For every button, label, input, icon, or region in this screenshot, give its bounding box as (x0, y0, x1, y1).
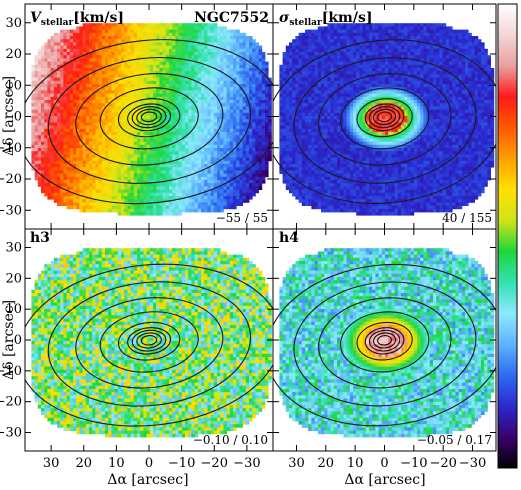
object-name: NGC7552 (194, 10, 269, 26)
xlabel-right: Δα [arcsec] (344, 472, 425, 488)
colorbar (497, 3, 518, 469)
x-tick-label: 20 (75, 456, 92, 471)
contour-line (368, 329, 401, 352)
x-tick-label: −20 (429, 456, 456, 471)
y-tick-label: 20 (5, 47, 22, 62)
contour-line (117, 321, 181, 361)
isophote-contours (273, 263, 496, 427)
panel-velocity-map: 30 20 10 0 −10 −20 −30 (0, 3, 274, 230)
contour-line (364, 327, 405, 355)
y-tick-label: −20 (0, 172, 22, 187)
contour-line (273, 39, 496, 204)
x-tick-label: 30 (288, 456, 305, 471)
contour-line (140, 335, 158, 346)
x-tick-label: −30 (459, 456, 486, 471)
map-pixels (279, 248, 495, 438)
x-tick-label: 0 (380, 456, 388, 471)
y-tick-label: −20 (0, 395, 22, 410)
map-pixels (31, 23, 272, 216)
map-pixels (31, 248, 272, 438)
x-tick-label: 10 (347, 456, 364, 471)
y-tick-label: −10 (0, 141, 22, 156)
contour-line (377, 111, 392, 123)
contour-line (356, 98, 413, 138)
contour-line (273, 263, 496, 427)
contour-line (47, 56, 252, 184)
range-h4: −0.05 / 0.17 (417, 433, 492, 447)
colorbar-gradient (497, 3, 518, 469)
panel-dispersion-map (272, 3, 497, 230)
contour-line (372, 332, 397, 349)
range-dispersion: 40 / 155 (442, 211, 492, 225)
y-tick-label: −30 (0, 426, 22, 441)
y-tick-label: 30 (5, 16, 22, 31)
contour-line (340, 87, 430, 150)
x-tick-label: 10 (108, 456, 125, 471)
contour-line (25, 39, 273, 205)
contour-line (47, 281, 252, 407)
ylabel-top: Δδ [arcsec] (1, 76, 17, 156)
title-dispersion: σstellar[km/s] (279, 10, 372, 28)
contour-line (136, 332, 162, 349)
contour-line (99, 311, 199, 373)
x-tick-label: 30 (43, 456, 60, 471)
y-tick-label: 10 (5, 302, 22, 317)
contour-line (364, 103, 405, 132)
contour-line (127, 103, 172, 132)
y-tick-label: 20 (5, 271, 22, 286)
title-h4: h4 (279, 230, 299, 246)
contour-line (99, 87, 199, 150)
y-tick-label: −30 (0, 203, 22, 218)
contour-line (293, 57, 477, 184)
contour-line (131, 329, 167, 352)
isophote-contours (273, 39, 496, 204)
ylabel-bottom: Δδ [arcsec] (1, 300, 17, 380)
contour-line (340, 311, 430, 373)
contour-line (356, 321, 413, 361)
contour-line (140, 111, 158, 123)
contour-line (377, 335, 392, 346)
x-tick-label: 20 (318, 456, 335, 471)
range-h3: −0.10 / 0.10 (193, 433, 268, 447)
panel-h4-map: 30 20 10 0 −10 −20 −30 (272, 228, 497, 471)
y-tick-label: −10 (0, 364, 22, 379)
contour-line (127, 327, 172, 355)
isophote-contours (25, 263, 273, 427)
contour-line (136, 108, 162, 126)
x-tick-label: −20 (201, 456, 228, 471)
y-tick-label: 30 (5, 241, 22, 256)
y-tick-label: 0 (14, 333, 22, 348)
contour-line (368, 106, 401, 129)
contour-line (117, 98, 181, 138)
contour-line (318, 297, 452, 389)
contour-line (293, 281, 477, 407)
contour-line (372, 108, 397, 126)
contour-line (131, 106, 167, 129)
contour-line (75, 297, 224, 389)
contour-line (25, 263, 273, 427)
isophote-contours (25, 39, 273, 205)
title-velocity: Vstellar[km/s] (30, 10, 124, 28)
x-tick-label: 0 (145, 456, 153, 471)
range-velocity: −55 / 55 (216, 211, 268, 225)
panel-h3-map: 30 20 10 0 −10 −20 −30 30 20 10 0 −10 −20 −30 (0, 228, 274, 471)
x-tick-label: −10 (400, 456, 427, 471)
x-tick-label: −10 (168, 456, 195, 471)
y-tick-label: 0 (14, 110, 22, 125)
xlabel-left: Δα [arcsec] (107, 472, 188, 488)
map-pixels (279, 23, 495, 216)
title-h3: h3 (30, 230, 50, 246)
contour-line (75, 73, 224, 166)
y-tick-label: 10 (5, 78, 22, 93)
x-tick-label: −30 (233, 456, 260, 471)
contour-line (318, 73, 452, 166)
